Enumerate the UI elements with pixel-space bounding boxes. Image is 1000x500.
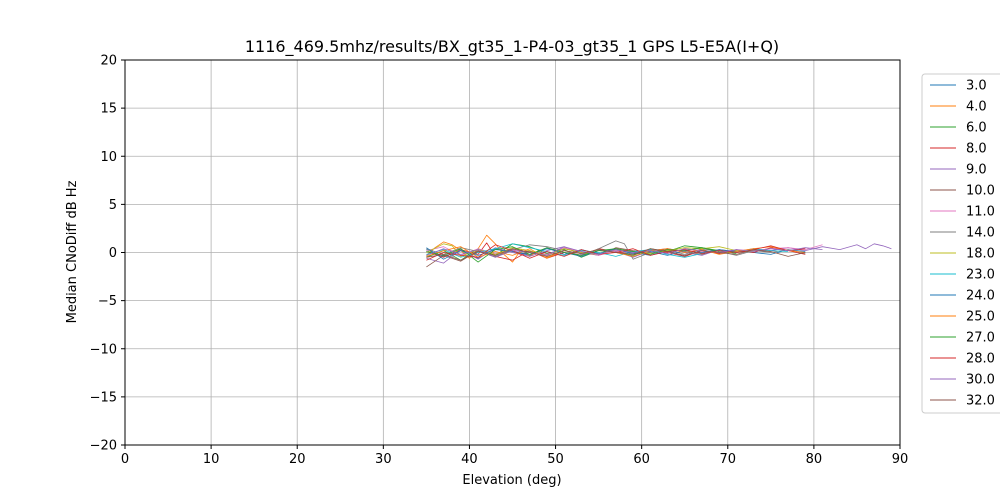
x-tick-label: 0 [121, 452, 129, 467]
legend-label: 18.0 [966, 247, 995, 262]
x-tick-label: 50 [547, 452, 564, 467]
legend-label: 6.0 [966, 121, 987, 136]
series-line-32.0 [426, 248, 806, 261]
legend-label: 27.0 [966, 331, 995, 346]
y-tick-label: −20 [90, 439, 117, 454]
x-tick-label: 10 [203, 452, 220, 467]
legend-label: 3.0 [966, 79, 987, 94]
y-tick-label: 10 [100, 150, 117, 165]
series-line-30.0 [426, 246, 823, 258]
legend-label: 28.0 [966, 352, 995, 367]
legend-label: 9.0 [966, 163, 987, 178]
x-tick-label: 30 [375, 452, 392, 467]
series-layer [426, 234, 892, 268]
x-axis-label: Elevation (deg) [462, 473, 561, 488]
x-axis: 0 10 20 30 40 50 60 70 80 90 [121, 445, 908, 467]
legend-label: 8.0 [966, 142, 987, 157]
x-tick-label: 90 [892, 452, 909, 467]
y-tick-label: −15 [90, 390, 117, 405]
legend-label: 11.0 [966, 205, 995, 220]
legend-label: 14.0 [966, 226, 995, 241]
x-tick-label: 70 [720, 452, 737, 467]
legend-label: 24.0 [966, 289, 995, 304]
y-tick-label: 15 [100, 102, 117, 117]
legend-label: 25.0 [966, 310, 995, 325]
x-tick-label: 60 [633, 452, 650, 467]
y-axis-label: Median CNoDiff dB Hz [65, 180, 80, 323]
x-tick-label: 20 [289, 452, 306, 467]
x-tick-label: 40 [461, 452, 478, 467]
legend-label: 32.0 [966, 394, 995, 409]
series-line-27.0 [426, 246, 720, 263]
y-axis: −20 −15 −10 −5 0 5 10 15 20 [90, 54, 125, 454]
legend-label: 10.0 [966, 184, 995, 199]
legend-label: 4.0 [966, 100, 987, 115]
y-tick-label: −5 [98, 294, 117, 309]
x-tick-label: 80 [806, 452, 823, 467]
legend: 3.0 4.0 6.0 8.0 9.0 10.0 11.0 14.0 18.0 23.0 24.0 2… [921, 73, 1000, 414]
y-tick-label: −10 [90, 342, 117, 357]
legend-label: 23.0 [966, 268, 995, 283]
chart-title: 1116_469.5mhz/results/BX_gt35_1-P4-03_gt… [245, 37, 779, 57]
legend-label: 30.0 [966, 373, 995, 388]
y-tick-label: 0 [109, 246, 117, 261]
legend-box [921, 73, 1000, 414]
y-tick-label: 20 [100, 54, 117, 69]
y-tick-label: 5 [109, 198, 117, 213]
